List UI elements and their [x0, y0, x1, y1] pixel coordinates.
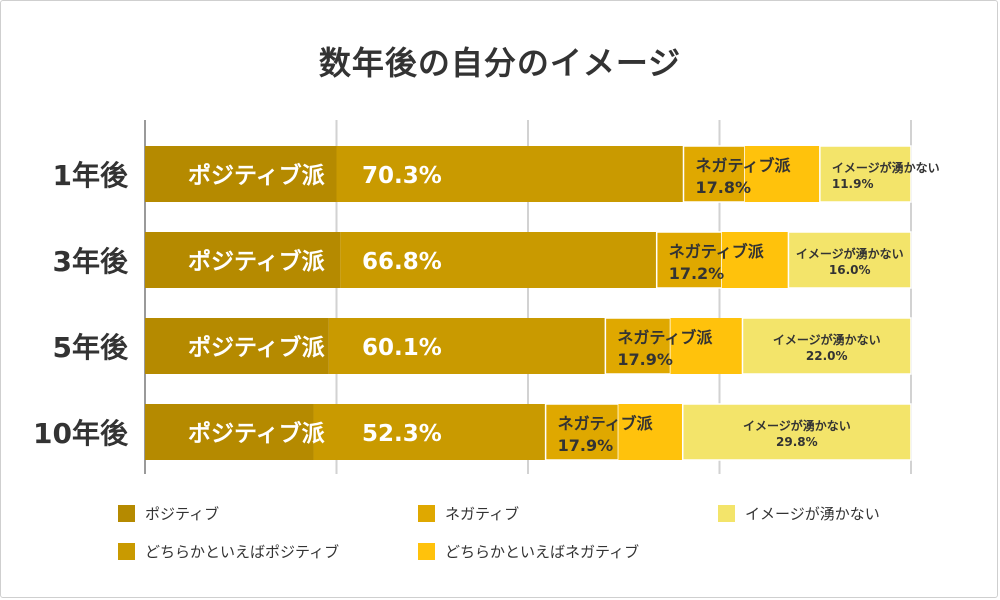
- positive-group-value: 52.3%: [362, 421, 442, 447]
- bar-segment: [604, 317, 672, 375]
- bars: [145, 145, 912, 461]
- legend-item-somewhat-negative: どちらかといえばネガティブ: [418, 540, 639, 562]
- bar-segment: [681, 403, 912, 461]
- positive-group-label: ポジティブ派: [188, 248, 325, 275]
- legend-label-somewhat-negative: どちらかといえばネガティブ: [445, 542, 640, 561]
- chart-title: 数年後の自分のイメージ: [318, 44, 682, 82]
- bar-segment: [741, 317, 912, 375]
- unknown-group-label: イメージが湧かない: [796, 246, 904, 261]
- bar-segment: [819, 145, 912, 203]
- negative-group-value: 17.9%: [617, 350, 673, 369]
- negative-group-value: 17.9%: [558, 436, 614, 455]
- negative-group-label: ネガティブ派: [617, 328, 713, 347]
- legend-item-somewhat-positive: どちらかといえばポジティブ: [118, 540, 339, 562]
- positive-group-label: ポジティブ派: [188, 334, 325, 361]
- bar-segment: [145, 146, 337, 202]
- bar-segment: [313, 404, 546, 460]
- negative-group-label: ネガティブ派: [669, 242, 765, 261]
- bar-segment: [670, 318, 743, 374]
- negative-group-label: ネガティブ派: [695, 156, 791, 175]
- legend-label-somewhat-positive: どちらかといえばポジティブ: [145, 542, 340, 561]
- unknown-group-label: イメージが湧かない: [832, 160, 940, 175]
- bar-segment: [618, 404, 683, 460]
- legend-swatch-unknown: [718, 504, 735, 522]
- bar-segment: [145, 232, 341, 288]
- unknown-group-value: 11.9%: [832, 177, 874, 191]
- legend-label-positive: ポジティブ: [145, 504, 220, 523]
- legend-swatch-somewhat-positive: [118, 542, 135, 560]
- legend-item-unknown: イメージが湧かない: [718, 502, 880, 524]
- negative-group-label: ネガティブ派: [558, 414, 654, 433]
- positive-group-value: 66.8%: [362, 249, 442, 275]
- bar-segment: [145, 404, 314, 460]
- bar-segment: [721, 232, 789, 288]
- legend-label-unknown: イメージが湧かない: [745, 504, 880, 523]
- legend-item-negative: ネガティブ: [418, 502, 519, 524]
- unknown-group-label: イメージが湧かない: [743, 418, 851, 433]
- negative-group-value: 17.2%: [669, 264, 725, 283]
- category-label: 5年後: [53, 331, 129, 364]
- unknown-group-value: 29.8%: [776, 435, 818, 449]
- bar-segment: [328, 318, 606, 374]
- category-label: 1年後: [53, 159, 129, 192]
- unknown-group-value: 16.0%: [829, 263, 871, 277]
- positive-group-value: 60.1%: [362, 335, 442, 361]
- category-labels: 1年後 3年後 5年後 10年後: [33, 159, 129, 450]
- bar-segment: [787, 231, 912, 289]
- legend-swatch-positive: [118, 504, 135, 522]
- bar-segment: [682, 145, 746, 203]
- bar-segment: [336, 146, 684, 202]
- legend-swatch-negative: [418, 504, 435, 522]
- legend-item-positive: ポジティブ: [118, 502, 219, 524]
- positive-group-label: ポジティブ派: [188, 162, 325, 189]
- legend-label-negative: ネガティブ: [445, 504, 520, 523]
- unknown-group-label: イメージが湧かない: [773, 332, 881, 347]
- unknown-group-value: 22.0%: [806, 349, 848, 363]
- category-label: 10年後: [33, 417, 129, 450]
- positive-group-label: ポジティブ派: [188, 420, 325, 447]
- category-label: 3年後: [53, 245, 129, 278]
- legend-swatch-somewhat-negative: [418, 542, 435, 560]
- bar-segment: [145, 318, 329, 374]
- bar-segment: [544, 403, 620, 461]
- bar-segment: [340, 232, 657, 288]
- negative-group-value: 17.8%: [695, 178, 751, 197]
- bar-segment: [744, 146, 820, 202]
- bar-labels: ポジティブ派 70.3% ネガティブ派 17.8% イメージが湧かない 11.9% ポジティ…: [188, 156, 940, 455]
- positive-group-value: 70.3%: [362, 163, 442, 189]
